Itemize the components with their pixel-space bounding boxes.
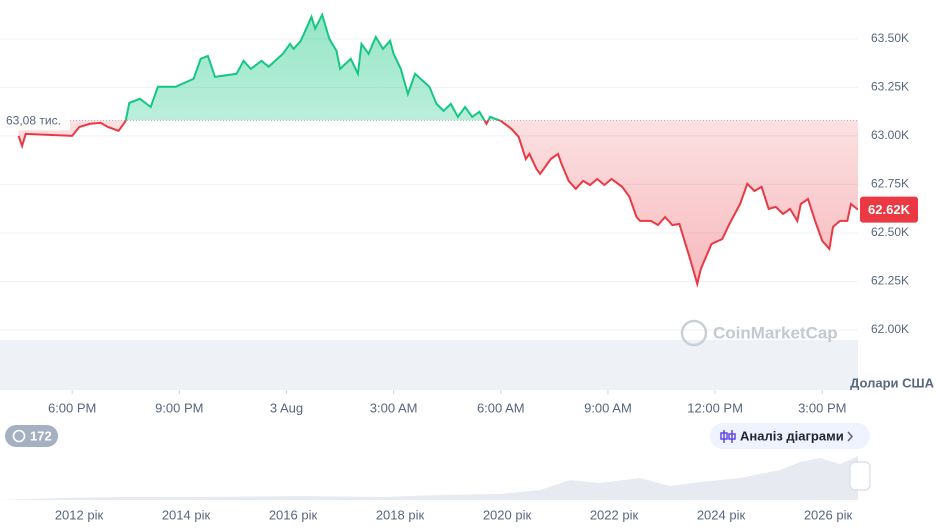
y-tick-label: 63.00K: [871, 128, 909, 142]
chevron: [847, 431, 854, 442]
watermark-text: CoinMarketCap: [713, 323, 838, 342]
navigator-area: [0, 456, 858, 500]
y-tick-label: 63.50K: [871, 31, 909, 45]
area-down: [18, 120, 858, 284]
analysis-button[interactable]: Аналіз діаграми: [710, 423, 870, 449]
history-badge[interactable]: 172: [5, 425, 58, 447]
navigator-label: 2022 рік: [590, 507, 639, 522]
y-tick-label: 62.75K: [871, 177, 909, 191]
x-tick-label: 9:00 AM: [584, 400, 632, 415]
volume-band: [0, 340, 858, 390]
y-tick-label: 62.25K: [871, 274, 909, 288]
badge-text: 172: [30, 428, 52, 443]
last-price-bg: [860, 196, 918, 223]
baseline-label: 63,08 тис.: [6, 114, 61, 128]
y-tick-label: 62.50K: [871, 225, 909, 239]
navigator: 2012 рік 2014 рік 2016 рік 2018 рік 2020 рік…: [55, 507, 853, 522]
button-icon: [728, 433, 736, 440]
x-tick-label: 3:00 PM: [798, 400, 846, 415]
x-tick-label: 6:00 PM: [48, 400, 96, 415]
navigator-label: 2024 рік: [697, 507, 746, 522]
navigator-label: 2018 рік: [376, 507, 425, 522]
y-tick-label: 63.25K: [871, 80, 909, 94]
button-bg: [710, 423, 870, 449]
baseline-label-bg: [2, 110, 70, 131]
watermark: CoinMarketCap: [680, 319, 838, 347]
plot: [17, 12, 858, 288]
navigator-label: 2012 рік: [55, 507, 104, 522]
x-tick-label: 3 Aug: [270, 400, 303, 415]
button-icon: [723, 430, 733, 443]
badge-icon: [12, 429, 26, 443]
y-tick-label: 62.00K: [871, 322, 909, 336]
line-down: [17, 120, 858, 288]
navigator-label: 2026 рік: [804, 507, 853, 522]
x-tick-label: 6:00 AM: [477, 400, 525, 415]
x-tick-label: 9:00 PM: [155, 400, 203, 415]
last-price-label: 62.62K: [868, 202, 911, 217]
x-tick-label: 3:00 AM: [370, 400, 418, 415]
button-icon: [720, 432, 728, 440]
navigator-handle[interactable]: [849, 461, 871, 491]
area-up: [125, 14, 500, 121]
navigator-label: 2014 рік: [162, 507, 211, 522]
line-up: [124, 12, 502, 121]
button-text: Аналіз діаграми: [740, 428, 844, 443]
watermark-logo: [680, 319, 708, 347]
navigator-label: 2020 рік: [483, 507, 532, 522]
y-axis-label: Долари США: [850, 375, 935, 390]
x-tick-label: 12:00 PM: [687, 400, 743, 415]
navigator-label: 2016 рік: [269, 507, 318, 522]
